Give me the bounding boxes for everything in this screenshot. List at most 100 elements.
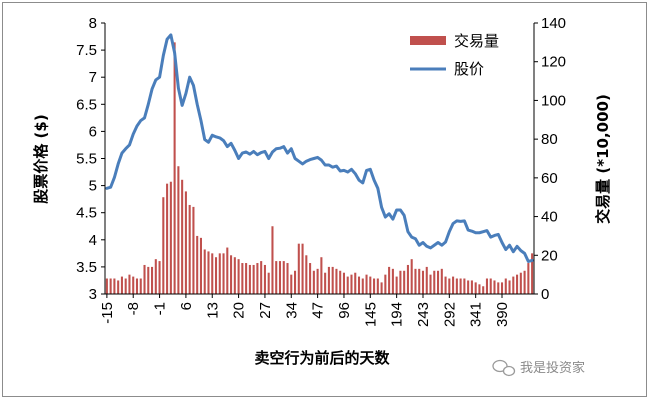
left-tick-label: 6 — [89, 123, 97, 140]
volume-bar — [512, 276, 515, 294]
volume-bar — [500, 282, 504, 294]
volume-bar — [421, 270, 425, 294]
volume-bar — [388, 266, 391, 294]
volume-bar — [214, 257, 218, 294]
volume-bar — [448, 278, 451, 294]
volume-bar — [241, 263, 244, 294]
right-tick-label: 20 — [541, 247, 558, 264]
x-tick-label: 194 — [389, 302, 406, 327]
volume-bar — [158, 261, 161, 294]
legend-label-price: 股价 — [454, 60, 484, 78]
x-axis-title: 卖空行为前后的天数 — [254, 349, 390, 367]
volume-bar — [414, 268, 417, 294]
left-tick-label: 6.5 — [76, 96, 97, 113]
volume-bar — [252, 264, 255, 294]
volume-bar — [519, 272, 522, 294]
volume-bar — [459, 278, 462, 294]
volume-bar — [192, 206, 195, 294]
volume-bar — [365, 274, 368, 294]
volume-bar — [267, 272, 270, 294]
volume-bar — [425, 266, 428, 294]
volume-bar — [278, 261, 282, 294]
volume-bar — [527, 263, 530, 294]
x-tick-label: 6 — [178, 302, 195, 310]
volume-bar — [373, 278, 376, 294]
right-tick-label: 60 — [541, 170, 558, 187]
right-tick-label: 40 — [541, 209, 558, 226]
volume-bar — [294, 270, 297, 294]
right-axis-ticks: 0 20 40 60 80 100 120 140 — [534, 15, 566, 303]
x-axis-ticks: -15 -8 -1 6 13 20 27 34 47 96 145 194 243 292 341 390 — [99, 294, 511, 327]
left-tick-label: 3 — [89, 286, 97, 303]
volume-bar — [489, 278, 492, 294]
volume-bar — [309, 263, 312, 294]
volume-bar — [162, 197, 165, 294]
volume-bar — [406, 264, 409, 294]
volume-bar — [226, 247, 229, 294]
volume-bar — [154, 259, 157, 294]
volume-bar — [113, 278, 116, 294]
legend-swatch-volume — [410, 36, 446, 45]
volume-bar — [218, 253, 221, 294]
volume-bar — [128, 274, 131, 294]
right-tick-label: 80 — [541, 131, 558, 148]
volume-bar — [455, 278, 458, 294]
volume-bar — [222, 253, 225, 294]
volume-bar — [282, 261, 285, 294]
volume-bar — [350, 274, 353, 294]
watermark-text: 我是投资家 — [520, 360, 585, 376]
right-tick-label: 120 — [541, 54, 566, 71]
volume-bar — [410, 259, 413, 294]
x-tick-label: 34 — [283, 302, 300, 319]
watermark: 我是投资家 — [492, 359, 585, 377]
volume-bar — [181, 179, 184, 294]
volume-bar — [376, 278, 379, 294]
volume-bar — [380, 282, 383, 294]
volume-bar — [504, 278, 507, 294]
volume-bar — [331, 266, 334, 294]
volume-bars — [105, 42, 534, 294]
volume-bar — [384, 274, 387, 294]
x-tick-label: -8 — [125, 302, 142, 315]
x-tick-label: 292 — [441, 302, 458, 327]
right-tick-label: 140 — [541, 15, 566, 32]
volume-bar — [260, 261, 263, 294]
x-tick-label: 341 — [468, 302, 485, 327]
x-tick-label: -1 — [152, 302, 169, 315]
chart-frame — [2, 2, 647, 397]
legend: 交易量 股价 — [410, 32, 499, 78]
x-tick-label: 47 — [310, 302, 327, 319]
price-series-line — [105, 33, 534, 263]
volume-bar — [516, 274, 519, 294]
volume-bar — [339, 270, 342, 294]
volume-bar — [523, 270, 526, 294]
volume-bar — [467, 280, 470, 294]
volume-bar — [452, 276, 455, 294]
volume-bar — [135, 278, 139, 294]
volume-bar — [109, 278, 112, 294]
volume-bar — [230, 255, 233, 294]
volume-bar — [271, 226, 274, 294]
right-axis-title: 交易量 (*10,000) — [594, 94, 612, 224]
volume-bar — [395, 276, 398, 294]
volume-bar — [233, 257, 236, 294]
volume-bar — [444, 276, 447, 294]
volume-bar — [237, 259, 240, 294]
volume-bar — [184, 191, 187, 294]
volume-bar — [207, 251, 210, 294]
volume-bar — [418, 268, 421, 294]
volume-bar — [342, 272, 345, 294]
left-tick-label: 5 — [89, 178, 97, 195]
volume-bar — [335, 268, 338, 294]
legend-label-volume: 交易量 — [454, 32, 499, 50]
volume-bar — [263, 264, 266, 294]
x-tick-label: 145 — [362, 302, 379, 327]
left-tick-label: 7.5 — [76, 42, 97, 59]
volume-bar — [399, 270, 402, 294]
left-axis-ticks: 3 3.5 4 4.5 5 5.5 6 6.5 7 7.5 8 — [76, 15, 105, 303]
volume-bar — [139, 278, 142, 294]
x-tick-label: 20 — [231, 302, 248, 319]
volume-bar — [120, 276, 123, 294]
volume-bar — [463, 278, 466, 294]
